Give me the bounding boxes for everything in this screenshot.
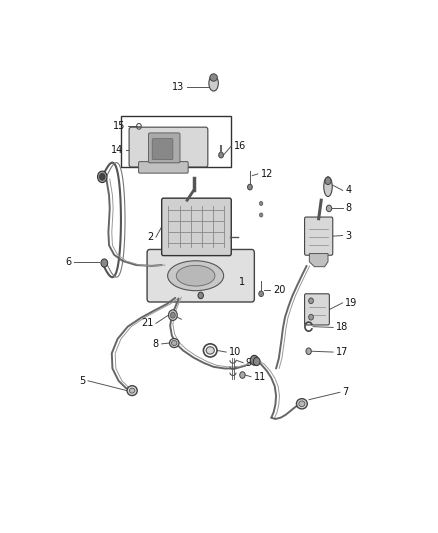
Ellipse shape [170, 338, 179, 348]
Circle shape [306, 348, 311, 354]
Circle shape [253, 358, 260, 366]
Circle shape [326, 205, 332, 212]
Ellipse shape [168, 261, 224, 290]
Text: 11: 11 [254, 372, 266, 382]
Circle shape [98, 171, 107, 183]
Circle shape [309, 314, 314, 320]
Text: 10: 10 [229, 347, 241, 357]
Text: 4: 4 [345, 185, 351, 196]
FancyBboxPatch shape [304, 217, 333, 255]
FancyBboxPatch shape [304, 294, 329, 325]
FancyBboxPatch shape [121, 116, 231, 167]
Text: 13: 13 [172, 83, 184, 92]
Circle shape [259, 213, 263, 217]
FancyBboxPatch shape [138, 161, 188, 173]
Circle shape [309, 298, 314, 304]
Text: 7: 7 [343, 387, 349, 397]
Text: 9: 9 [246, 358, 252, 368]
Ellipse shape [130, 388, 135, 393]
FancyBboxPatch shape [147, 249, 254, 302]
FancyBboxPatch shape [148, 133, 180, 163]
Text: 3: 3 [345, 230, 351, 240]
Text: 12: 12 [174, 277, 186, 287]
Circle shape [170, 312, 175, 318]
Polygon shape [309, 254, 328, 266]
Text: 6: 6 [66, 257, 72, 267]
Ellipse shape [127, 386, 137, 395]
Circle shape [250, 356, 258, 365]
Ellipse shape [325, 177, 331, 184]
Ellipse shape [203, 344, 217, 357]
Ellipse shape [297, 399, 307, 409]
Ellipse shape [206, 347, 214, 354]
Text: 16: 16 [234, 141, 246, 151]
Text: 21: 21 [141, 318, 153, 328]
Circle shape [219, 152, 223, 158]
Text: 14: 14 [111, 145, 124, 155]
Ellipse shape [299, 401, 305, 407]
Circle shape [169, 310, 177, 320]
Text: 2: 2 [147, 232, 153, 242]
Text: 5: 5 [79, 376, 85, 386]
FancyBboxPatch shape [162, 198, 231, 256]
Ellipse shape [209, 76, 219, 91]
FancyBboxPatch shape [152, 139, 173, 159]
Ellipse shape [172, 341, 177, 345]
Text: 19: 19 [345, 298, 357, 308]
Ellipse shape [210, 74, 217, 81]
Ellipse shape [324, 177, 332, 197]
Text: 17: 17 [336, 347, 348, 357]
Circle shape [247, 184, 252, 190]
Text: 8: 8 [153, 339, 159, 349]
Text: 12: 12 [261, 169, 273, 179]
FancyBboxPatch shape [129, 127, 208, 167]
Text: 1: 1 [239, 277, 245, 287]
Ellipse shape [176, 265, 215, 286]
Circle shape [259, 291, 264, 297]
Circle shape [101, 259, 108, 267]
Text: 20: 20 [273, 285, 286, 295]
Circle shape [99, 174, 105, 180]
Text: 18: 18 [336, 322, 348, 333]
Circle shape [259, 201, 263, 206]
Text: 8: 8 [345, 204, 351, 213]
Text: 15: 15 [113, 122, 125, 131]
Circle shape [198, 292, 203, 298]
Circle shape [240, 372, 245, 378]
